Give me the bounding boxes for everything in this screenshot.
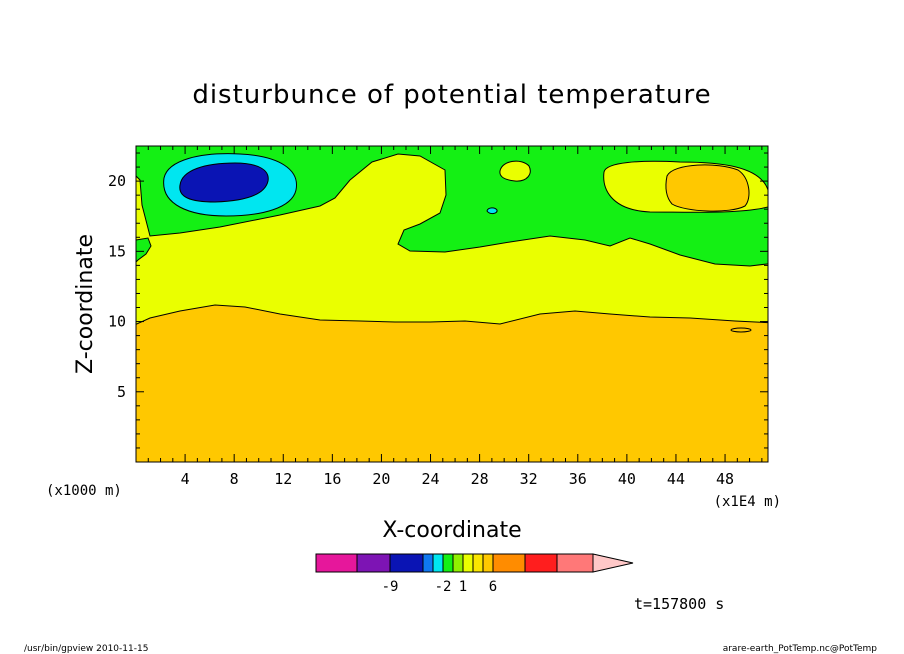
x-tick-label: 36 bbox=[569, 470, 587, 488]
colorbar-segment bbox=[432, 553, 444, 573]
warm-core bbox=[665, 164, 750, 212]
x-tick-label: 24 bbox=[421, 470, 439, 488]
colorbar-segment bbox=[356, 553, 391, 573]
x-unit-right: (x1E4 m) bbox=[714, 494, 781, 510]
colorbar-label: 1 bbox=[459, 579, 467, 595]
colorbar-segment bbox=[315, 553, 358, 573]
x-tick-label: 20 bbox=[372, 470, 390, 488]
small-warm-blob bbox=[499, 160, 531, 182]
colorbar-segment bbox=[422, 553, 434, 573]
x-tick-label: 40 bbox=[618, 470, 636, 488]
colorbar-segment bbox=[462, 553, 474, 573]
y-tick-label: 20 bbox=[108, 172, 126, 190]
colorbar-segment bbox=[442, 553, 454, 573]
x-axis: 4 8 12 16 20 24 28 32 36 40 44 48 bbox=[147, 146, 763, 488]
x-tick-label: 8 bbox=[230, 470, 239, 488]
x-tick-label: 16 bbox=[323, 470, 341, 488]
small-cold-blob bbox=[486, 207, 498, 214]
colorbar-segment bbox=[556, 553, 594, 573]
left-bump bbox=[136, 237, 152, 263]
time-label: t=157800 s bbox=[634, 595, 724, 613]
x-tick-label: 28 bbox=[471, 470, 489, 488]
footer-left: /usr/bin/gpview 2010-11-15 bbox=[24, 644, 148, 654]
colorbar-segment bbox=[492, 553, 526, 573]
x-tick-label: 44 bbox=[667, 470, 685, 488]
x-tick-label: 48 bbox=[716, 470, 734, 488]
footer-right: arare-earth_PotTemp.nc@PotTemp bbox=[723, 644, 878, 654]
colorbar: -9 -2 1 6 bbox=[315, 553, 634, 595]
y-tick-label: 10 bbox=[108, 313, 126, 331]
tiny-contour bbox=[730, 327, 752, 333]
colorbar-segment bbox=[482, 553, 494, 573]
y-axis: 5 10 15 20 bbox=[108, 152, 768, 449]
x-tick-label: 32 bbox=[520, 470, 538, 488]
colorbar-label: 6 bbox=[489, 579, 497, 595]
contour-fills bbox=[136, 146, 768, 462]
colorbar-label: -2 bbox=[435, 579, 452, 595]
colorbar-segment bbox=[472, 553, 484, 573]
x-axis-label: X-coordinate bbox=[382, 518, 521, 543]
x-tick-label: 12 bbox=[274, 470, 292, 488]
y-tick-label: 15 bbox=[108, 242, 126, 260]
plot-frame bbox=[135, 145, 769, 463]
y-axis-label: Z-coordinate bbox=[73, 234, 98, 374]
x-tick-label: 4 bbox=[181, 470, 190, 488]
colorbar-label: -9 bbox=[382, 579, 399, 595]
colorbar-segment bbox=[389, 553, 424, 573]
colorbar-segment bbox=[452, 553, 464, 573]
y-tick-label: 5 bbox=[117, 383, 126, 401]
cold-core bbox=[179, 162, 269, 203]
chart-title: disturbunce of potential temperature bbox=[192, 80, 711, 110]
x-unit-left: (x1000 m) bbox=[46, 483, 122, 499]
colorbar-segment bbox=[524, 553, 558, 573]
colorbar-arrow bbox=[592, 553, 634, 573]
